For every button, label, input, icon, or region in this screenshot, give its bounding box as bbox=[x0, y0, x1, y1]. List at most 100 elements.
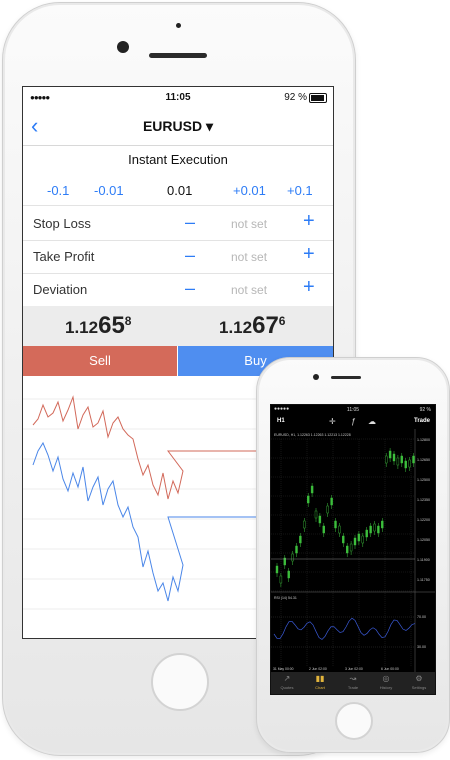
candle bbox=[295, 545, 298, 554]
battery-percent: 92 % bbox=[284, 92, 307, 103]
ask-tick-line bbox=[32, 441, 281, 602]
candle bbox=[345, 545, 349, 554]
home-button[interactable] bbox=[151, 653, 209, 711]
tab-quotes[interactable]: ↗ Quotes bbox=[271, 672, 303, 694]
candle bbox=[369, 525, 372, 534]
quotes-icon: ↗ bbox=[283, 674, 291, 683]
tab-history[interactable]: ◎ History bbox=[370, 672, 402, 694]
candles bbox=[271, 448, 415, 587]
sensor bbox=[176, 23, 181, 28]
date-tick-label: 31 May 00:00 bbox=[273, 667, 294, 671]
rsi-levels: 70.00 30.00 bbox=[271, 615, 426, 649]
chart-icon: ▮▮ bbox=[315, 674, 325, 683]
stop-loss-row: Stop Loss – not set + bbox=[23, 207, 333, 241]
rsi-label: RSI (14) 54.31 bbox=[274, 596, 297, 600]
earpiece-speaker bbox=[149, 53, 207, 58]
volume-minus-0.1[interactable]: -0.1 bbox=[47, 183, 70, 198]
objects-icon[interactable]: ☁ bbox=[368, 417, 376, 426]
date-tick-label: 6 Jun 00:00 bbox=[381, 667, 399, 671]
trade-button[interactable]: Trade bbox=[413, 418, 430, 424]
tab-settings[interactable]: ⚙ Settings bbox=[403, 672, 435, 694]
take-profit-minus-button[interactable]: – bbox=[185, 245, 196, 265]
candle bbox=[392, 453, 396, 462]
candlestick-chart[interactable]: EURUSD, H1, 1.12263 1.12263 1.12213 1.12… bbox=[271, 429, 435, 672]
date-tick-label: 2 Jun 02:00 bbox=[309, 667, 327, 671]
status-bar: ●●●●● 11:05 92 % bbox=[23, 87, 333, 109]
candle bbox=[404, 460, 407, 469]
history-icon: ◎ bbox=[382, 674, 390, 683]
deviation-minus-button[interactable]: – bbox=[185, 278, 196, 298]
candle bbox=[299, 535, 302, 544]
signal-strength: ●●●●● bbox=[30, 93, 50, 102]
ask-price-prefix: 1.12 bbox=[219, 318, 253, 337]
candle bbox=[361, 535, 365, 544]
take-profit-value[interactable]: not set bbox=[231, 250, 268, 264]
bid-tick-line bbox=[32, 395, 281, 500]
ask-price: 1.12676 bbox=[219, 312, 285, 340]
volume-plus-0.1[interactable]: +0.1 bbox=[287, 183, 313, 198]
take-profit-plus-button[interactable]: + bbox=[303, 243, 315, 265]
candle bbox=[408, 459, 411, 468]
iphone-back: ●●●●● 11:05 92 % H1 ✛ ƒ ☁ Trade EURUSD, … bbox=[256, 357, 450, 753]
candle bbox=[342, 535, 345, 544]
candle bbox=[412, 455, 415, 464]
stop-loss-minus-button[interactable]: – bbox=[185, 212, 196, 232]
volume-current[interactable]: 0.01 bbox=[167, 183, 193, 198]
candle bbox=[330, 497, 333, 506]
tab-chart-label: Chart bbox=[315, 685, 325, 690]
candle bbox=[318, 515, 322, 524]
tab-chart[interactable]: ▮▮ Chart bbox=[304, 672, 336, 694]
volume-minus-0.01[interactable]: -0.01 bbox=[94, 183, 124, 198]
symbol-selector[interactable]: EURUSD ▾ bbox=[142, 118, 214, 134]
price-tick-label: 1.11900 bbox=[417, 558, 430, 562]
navigation-bar: ‹ EURUSD ▾ bbox=[23, 109, 333, 146]
candle bbox=[373, 523, 376, 532]
candle bbox=[303, 520, 306, 529]
front-camera bbox=[117, 41, 129, 53]
deviation-label: Deviation bbox=[33, 282, 88, 297]
date-tick-label: 3 Jun 02:00 bbox=[345, 667, 363, 671]
price-tick-label: 1.12500 bbox=[417, 478, 430, 482]
tab-settings-label: Settings bbox=[411, 685, 427, 690]
signal-strength: ●●●●● bbox=[274, 406, 290, 412]
tab-trade[interactable]: ↝ Trade bbox=[337, 672, 369, 694]
candle bbox=[384, 455, 388, 464]
candle bbox=[275, 565, 279, 574]
deviation-row: Deviation – not set + bbox=[23, 273, 333, 307]
bid-price-prefix: 1.12 bbox=[65, 318, 99, 337]
home-button[interactable] bbox=[335, 702, 373, 740]
candle bbox=[326, 505, 329, 514]
tab-history-label: History bbox=[379, 685, 393, 690]
price-tick-label: 1.12050 bbox=[417, 538, 430, 542]
chart-screen: ●●●●● 11:05 92 % H1 ✛ ƒ ☁ Trade EURUSD, … bbox=[270, 404, 436, 695]
battery-icon bbox=[309, 93, 327, 103]
candle bbox=[279, 575, 283, 584]
candle bbox=[357, 533, 361, 542]
stop-loss-value[interactable]: not set bbox=[231, 217, 268, 231]
chart-header: EURUSD, H1, 1.12263 1.12263 1.12213 1.12… bbox=[274, 433, 351, 437]
volume-plus-0.01[interactable]: +0.01 bbox=[233, 183, 266, 198]
settings-icon: ⚙ bbox=[415, 674, 423, 683]
rsi-line bbox=[273, 617, 416, 640]
deviation-value[interactable]: not set bbox=[231, 283, 268, 297]
take-profit-label: Take Profit bbox=[33, 249, 95, 264]
take-profit-row: Take Profit – not set + bbox=[23, 240, 333, 274]
indicators-icon[interactable]: ƒ bbox=[351, 417, 356, 426]
crosshair-icon[interactable]: ✛ bbox=[329, 417, 336, 426]
price-tick-label: 1.12350 bbox=[417, 498, 430, 502]
bid-price: 1.12658 bbox=[65, 312, 131, 340]
timeframe-button[interactable]: H1 bbox=[277, 418, 285, 424]
candle bbox=[334, 520, 337, 529]
deviation-plus-button[interactable]: + bbox=[303, 276, 315, 298]
chart-grid bbox=[271, 429, 416, 672]
price-tick-label: 1.12650 bbox=[417, 458, 430, 462]
tab-trade-label: Trade bbox=[347, 685, 359, 690]
battery-percent: 92 % bbox=[419, 407, 431, 413]
sell-button[interactable]: Sell bbox=[23, 346, 177, 376]
candle bbox=[338, 525, 341, 534]
front-camera bbox=[313, 374, 319, 380]
price-tick-label: 1.12200 bbox=[417, 518, 430, 522]
execution-type[interactable]: Instant Execution bbox=[128, 152, 228, 167]
stop-loss-plus-button[interactable]: + bbox=[303, 210, 315, 232]
back-chevron-icon[interactable]: ‹ bbox=[31, 113, 39, 138]
